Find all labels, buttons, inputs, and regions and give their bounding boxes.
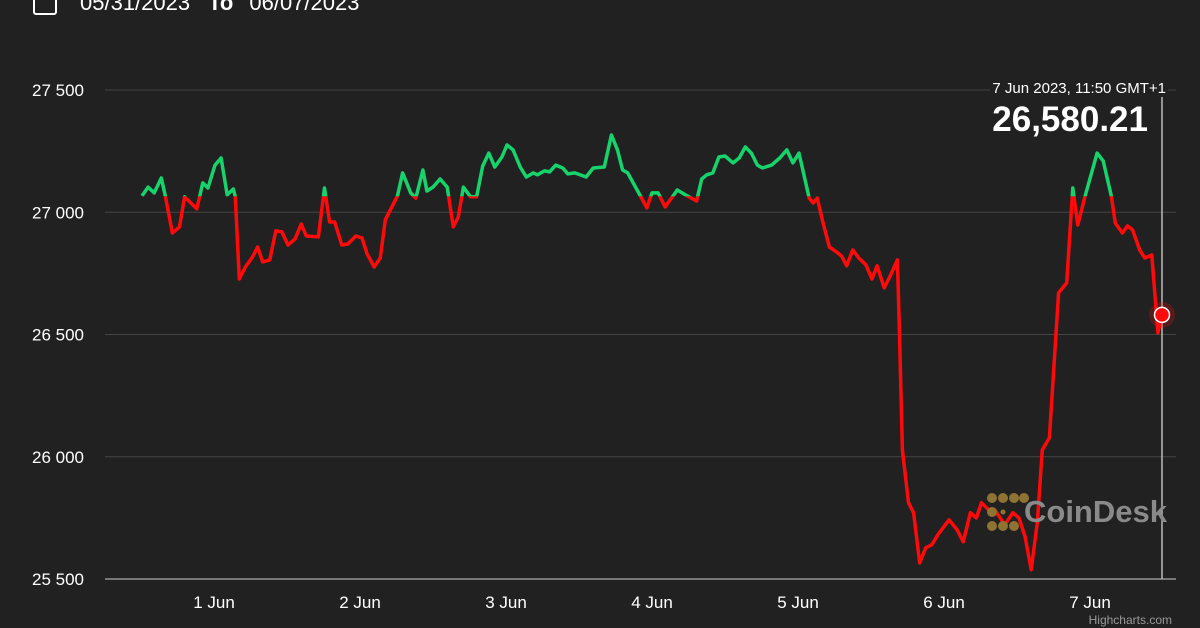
to-label: To — [208, 0, 234, 15]
x-tick-label: 7 Jun — [1069, 593, 1111, 612]
hover-marker[interactable] — [1153, 306, 1171, 324]
x-tick-label: 1 Jun — [193, 593, 235, 612]
x-tick-label: 3 Jun — [485, 593, 527, 612]
from-date-input[interactable]: 05/31/2023 — [80, 0, 191, 15]
highcharts-credit[interactable]: Highcharts.com — [1088, 613, 1172, 627]
date-range-checkbox[interactable] — [33, 0, 57, 15]
y-tick-label: 27 000 — [32, 203, 84, 222]
y-tick-label: 26 500 — [32, 326, 84, 345]
y-tick-label: 26 000 — [32, 448, 84, 467]
y-axis: 27 500 27 000 26 500 26 000 25 500 — [32, 81, 84, 589]
coindesk-watermark: CoinDesk — [986, 492, 1167, 532]
x-axis: 1 Jun 2 Jun 3 Jun 4 Jun 5 Jun 6 Jun 7 Jun — [193, 593, 1111, 612]
x-tick-label: 2 Jun — [339, 593, 381, 612]
coindesk-logo-icon — [987, 493, 1029, 531]
y-tick-label: 25 500 — [32, 570, 84, 589]
grid-lines — [105, 89, 1176, 580]
tooltip-value: 26,580.21 — [992, 100, 1148, 139]
watermark-text: CoinDesk — [1024, 494, 1167, 529]
x-tick-label: 5 Jun — [777, 593, 819, 612]
y-tick-label: 27 500 — [32, 81, 84, 100]
x-tick-label: 6 Jun — [923, 593, 965, 612]
date-range: 05/31/2023 To 06/07/2023 — [33, 0, 359, 18]
x-tick-label: 4 Jun — [631, 593, 673, 612]
tooltip-date: 7 Jun 2023, 11:50 GMT+1 — [990, 80, 1168, 97]
price-line-down — [142, 196, 1164, 572]
to-date-input[interactable]: 06/07/2023 — [249, 0, 360, 15]
